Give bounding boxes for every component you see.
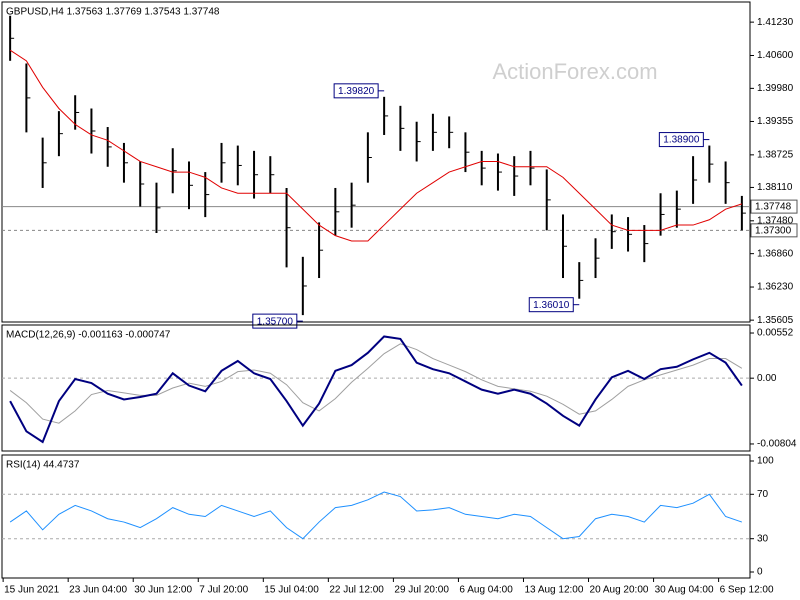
panel-title: RSI(14) 44.4737 bbox=[6, 460, 80, 471]
x-tick-label: 30 Jun 12:00 bbox=[134, 585, 192, 596]
x-tick-label: 6 Aug 04:00 bbox=[459, 585, 513, 596]
extreme-label: 1.39820 bbox=[338, 86, 375, 97]
moving-average bbox=[9, 49, 743, 242]
x-tick-label: 15 Jul 04:00 bbox=[264, 585, 319, 596]
indicator-line bbox=[9, 491, 743, 540]
y-tick-label: 1.39355 bbox=[757, 116, 794, 127]
indicator-line bbox=[9, 343, 743, 424]
y-tick-label: 100 bbox=[757, 456, 774, 467]
x-tick-label: 22 Jul 12:00 bbox=[329, 585, 384, 596]
panel-frame bbox=[1, 1, 751, 323]
extreme-label: 1.35700 bbox=[257, 316, 294, 327]
panel-frame bbox=[1, 324, 751, 452]
watermark: ActionForex.com bbox=[492, 59, 657, 84]
y-tick-label: 1.40600 bbox=[757, 50, 794, 61]
y-tick-label: 1.41230 bbox=[757, 17, 794, 28]
y-tick-label: 1.39980 bbox=[757, 83, 794, 94]
x-tick-label: 6 Sep 12:00 bbox=[720, 585, 774, 596]
price-tag bbox=[750, 223, 798, 238]
x-tick-label: 30 Aug 04:00 bbox=[655, 585, 714, 596]
panel-frame bbox=[1, 454, 751, 579]
y-tick-label: 1.38110 bbox=[757, 182, 793, 193]
panel-title: MACD(12,26,9) -0.001163 -0.000747 bbox=[6, 330, 171, 341]
price-tag-label: 1.37748 bbox=[755, 202, 792, 213]
price-tag-label: 1.37300 bbox=[755, 225, 792, 236]
x-tick-label: 20 Aug 20:00 bbox=[590, 585, 649, 596]
x-tick-label: 13 Aug 12:00 bbox=[524, 585, 583, 596]
y-tick-label: 1.38725 bbox=[757, 149, 794, 160]
y-tick-label: 1.37480 bbox=[757, 215, 794, 226]
y-tick-label: 0 bbox=[757, 567, 763, 578]
x-tick-label: 29 Jul 20:00 bbox=[394, 585, 449, 596]
y-tick-label: 1.36230 bbox=[757, 282, 794, 293]
y-tick-label: 30 bbox=[757, 533, 769, 544]
x-tick-label: 15 Jun 2021 bbox=[4, 585, 59, 596]
y-tick-label: 1.35605 bbox=[757, 315, 794, 326]
panel-title: GBPUSD,H4 1.37563 1.37769 1.37543 1.3774… bbox=[6, 7, 220, 18]
y-tick-label: 0.00552 bbox=[757, 328, 794, 339]
x-tick-label: 7 Jul 20:00 bbox=[199, 585, 248, 596]
y-tick-label: -0.00804 bbox=[757, 439, 797, 450]
y-tick-label: 0.00 bbox=[757, 373, 777, 384]
y-tick-label: 1.36860 bbox=[757, 248, 794, 259]
x-tick-label: 23 Jun 04:00 bbox=[69, 585, 127, 596]
extreme-label: 1.36010 bbox=[533, 300, 570, 311]
y-tick-label: 70 bbox=[757, 489, 769, 500]
indicator-line bbox=[9, 335, 743, 444]
price-tag bbox=[750, 199, 798, 214]
extreme-label: 1.38900 bbox=[663, 135, 700, 146]
